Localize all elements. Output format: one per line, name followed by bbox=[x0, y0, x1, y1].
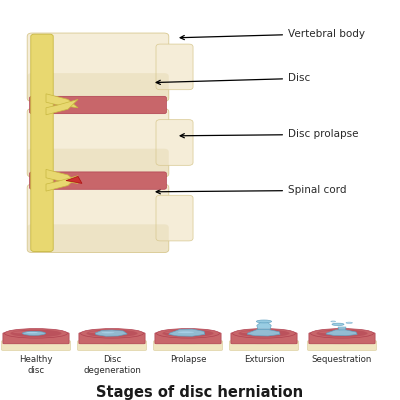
Polygon shape bbox=[247, 329, 280, 336]
Ellipse shape bbox=[319, 331, 345, 334]
FancyBboxPatch shape bbox=[3, 333, 69, 344]
Ellipse shape bbox=[232, 328, 296, 338]
FancyBboxPatch shape bbox=[308, 341, 376, 350]
Polygon shape bbox=[257, 322, 271, 330]
Ellipse shape bbox=[155, 339, 221, 344]
Polygon shape bbox=[326, 330, 357, 336]
FancyBboxPatch shape bbox=[2, 341, 70, 350]
Ellipse shape bbox=[4, 328, 68, 338]
FancyBboxPatch shape bbox=[30, 172, 166, 189]
Polygon shape bbox=[46, 99, 78, 115]
Text: Prolapse: Prolapse bbox=[170, 355, 206, 364]
Ellipse shape bbox=[22, 331, 46, 335]
Ellipse shape bbox=[316, 330, 368, 337]
Ellipse shape bbox=[13, 331, 39, 334]
Ellipse shape bbox=[3, 339, 69, 344]
Polygon shape bbox=[169, 329, 205, 336]
Ellipse shape bbox=[102, 332, 114, 333]
FancyBboxPatch shape bbox=[27, 109, 169, 177]
Ellipse shape bbox=[26, 332, 38, 333]
Text: Vertebral body: Vertebral body bbox=[180, 29, 365, 40]
Ellipse shape bbox=[80, 328, 144, 338]
Polygon shape bbox=[46, 169, 78, 183]
Ellipse shape bbox=[331, 321, 336, 322]
Polygon shape bbox=[46, 94, 78, 108]
FancyBboxPatch shape bbox=[154, 341, 222, 350]
Ellipse shape bbox=[346, 322, 352, 324]
Ellipse shape bbox=[86, 330, 138, 337]
Text: Disc: Disc bbox=[156, 73, 310, 84]
Ellipse shape bbox=[178, 332, 194, 333]
FancyBboxPatch shape bbox=[27, 184, 169, 252]
FancyBboxPatch shape bbox=[79, 333, 145, 344]
Text: Disc prolapse: Disc prolapse bbox=[180, 129, 358, 139]
Ellipse shape bbox=[10, 330, 62, 337]
FancyBboxPatch shape bbox=[27, 73, 169, 101]
FancyBboxPatch shape bbox=[27, 149, 169, 177]
Ellipse shape bbox=[79, 339, 145, 344]
Ellipse shape bbox=[89, 331, 115, 334]
Ellipse shape bbox=[238, 330, 290, 337]
Text: Spinal cord: Spinal cord bbox=[156, 185, 346, 195]
FancyBboxPatch shape bbox=[27, 224, 169, 252]
FancyBboxPatch shape bbox=[231, 333, 297, 344]
FancyBboxPatch shape bbox=[156, 120, 193, 165]
Ellipse shape bbox=[231, 339, 297, 344]
FancyBboxPatch shape bbox=[156, 195, 193, 241]
Text: Healthy
disc: Healthy disc bbox=[19, 355, 53, 374]
Polygon shape bbox=[95, 330, 127, 336]
Polygon shape bbox=[338, 327, 346, 330]
FancyBboxPatch shape bbox=[30, 96, 166, 114]
Ellipse shape bbox=[241, 331, 267, 334]
Text: Extursion: Extursion bbox=[244, 355, 284, 364]
Ellipse shape bbox=[310, 328, 374, 338]
Ellipse shape bbox=[156, 328, 220, 338]
FancyBboxPatch shape bbox=[31, 34, 53, 252]
Ellipse shape bbox=[256, 320, 272, 323]
Text: Disc
degeneration: Disc degeneration bbox=[83, 355, 141, 374]
FancyBboxPatch shape bbox=[230, 341, 298, 350]
Ellipse shape bbox=[162, 330, 214, 337]
Ellipse shape bbox=[332, 323, 344, 326]
Text: Sequestration: Sequestration bbox=[312, 355, 372, 364]
FancyBboxPatch shape bbox=[27, 33, 169, 101]
Polygon shape bbox=[46, 176, 78, 191]
Text: Stages of disc herniation: Stages of disc herniation bbox=[96, 384, 304, 400]
Ellipse shape bbox=[309, 339, 375, 344]
FancyBboxPatch shape bbox=[78, 341, 146, 350]
Polygon shape bbox=[66, 176, 82, 183]
FancyBboxPatch shape bbox=[309, 333, 375, 344]
FancyBboxPatch shape bbox=[155, 333, 221, 344]
Ellipse shape bbox=[165, 331, 191, 334]
FancyBboxPatch shape bbox=[156, 44, 193, 90]
